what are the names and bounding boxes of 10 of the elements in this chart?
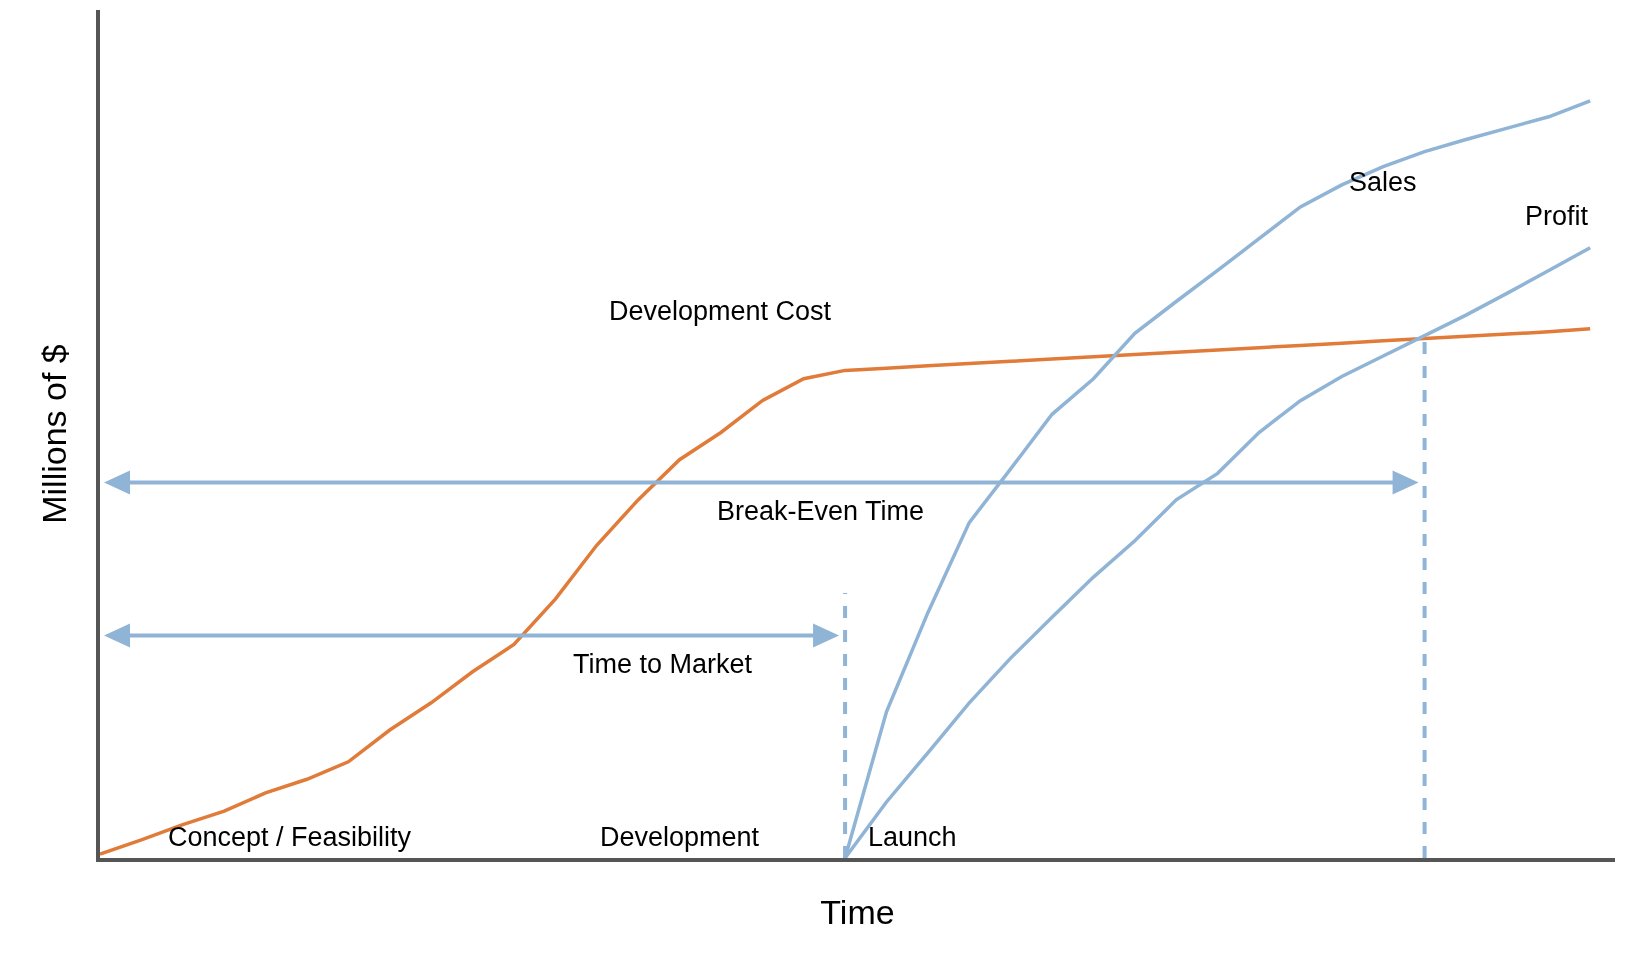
series-label: Development Cost <box>609 296 832 326</box>
annotation: Development <box>600 822 760 852</box>
annotation: Time to Market <box>573 649 753 679</box>
annotation: Launch <box>868 822 957 852</box>
annotation: Concept / Feasibility <box>168 822 412 852</box>
annotation: Break-Even Time <box>717 496 925 526</box>
y-axis-title: Millions of $ <box>35 344 74 524</box>
series-label: Sales <box>1349 167 1417 197</box>
x-axis-title: Time <box>820 892 895 931</box>
series-label: Profit <box>1525 201 1589 231</box>
